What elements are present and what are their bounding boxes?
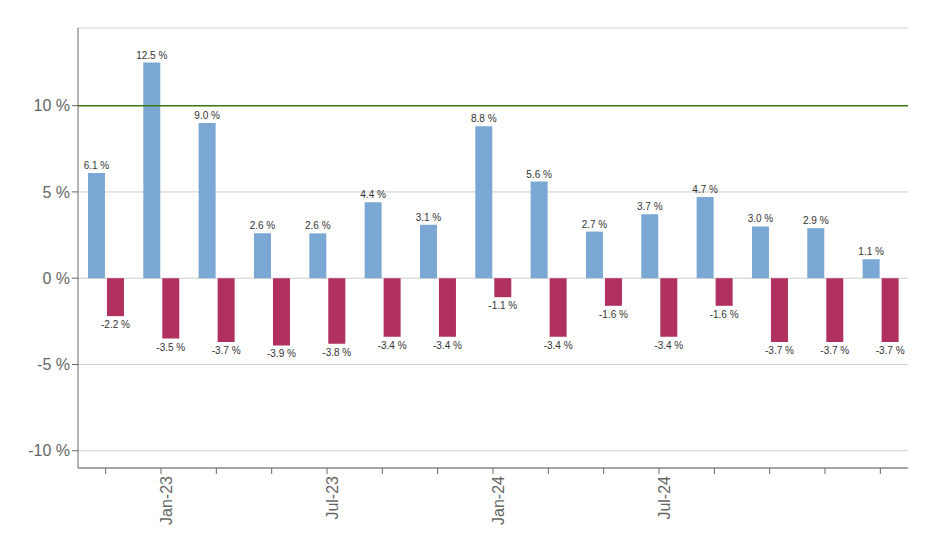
svg-text:6.1 %: 6.1 % xyxy=(84,160,110,171)
svg-text:-2.2 %: -2.2 % xyxy=(101,319,130,330)
svg-text:-1.6 %: -1.6 % xyxy=(710,309,739,320)
svg-text:8.8 %: 8.8 % xyxy=(471,113,497,124)
svg-text:3.1 %: 3.1 % xyxy=(416,212,442,223)
svg-text:2.6 %: 2.6 % xyxy=(250,220,276,231)
svg-text:4.4 %: 4.4 % xyxy=(360,189,386,200)
svg-text:-3.4 %: -3.4 % xyxy=(433,340,462,351)
svg-text:3.0 %: 3.0 % xyxy=(748,213,774,224)
svg-text:Jul-24: Jul-24 xyxy=(656,476,673,520)
svg-text:-3.7 %: -3.7 % xyxy=(212,345,241,356)
svg-text:9.0 %: 9.0 % xyxy=(194,110,220,121)
svg-text:5 %: 5 % xyxy=(42,184,70,201)
svg-text:-5 %: -5 % xyxy=(37,356,70,373)
svg-text:1.1 %: 1.1 % xyxy=(858,246,884,257)
svg-text:-3.7 %: -3.7 % xyxy=(820,345,849,356)
svg-text:Jan-24: Jan-24 xyxy=(490,476,507,525)
svg-text:-3.7 %: -3.7 % xyxy=(765,345,794,356)
svg-text:-3.4 %: -3.4 % xyxy=(654,340,683,351)
svg-text:2.7 %: 2.7 % xyxy=(582,219,608,230)
svg-text:10 %: 10 % xyxy=(34,97,70,114)
svg-text:-3.7 %: -3.7 % xyxy=(876,345,905,356)
svg-text:5.6 %: 5.6 % xyxy=(526,169,552,180)
svg-text:-3.8 %: -3.8 % xyxy=(322,347,351,358)
svg-text:-3.5 %: -3.5 % xyxy=(156,342,185,353)
svg-text:-3.4 %: -3.4 % xyxy=(378,340,407,351)
svg-text:12.5 %: 12.5 % xyxy=(136,50,167,61)
svg-text:-10 %: -10 % xyxy=(28,442,70,459)
svg-text:3.7 %: 3.7 % xyxy=(637,201,663,212)
svg-text:4.7 %: 4.7 % xyxy=(692,184,718,195)
svg-text:2.6 %: 2.6 % xyxy=(305,220,331,231)
svg-text:Jan-23: Jan-23 xyxy=(158,476,175,525)
svg-text:-3.4 %: -3.4 % xyxy=(544,340,573,351)
svg-text:-1.1 %: -1.1 % xyxy=(488,300,517,311)
svg-text:-3.9 %: -3.9 % xyxy=(267,348,296,359)
svg-text:2.9 %: 2.9 % xyxy=(803,215,829,226)
svg-text:0 %: 0 % xyxy=(42,270,70,287)
svg-text:Jul-23: Jul-23 xyxy=(324,476,341,520)
svg-text:-1.6 %: -1.6 % xyxy=(599,309,628,320)
